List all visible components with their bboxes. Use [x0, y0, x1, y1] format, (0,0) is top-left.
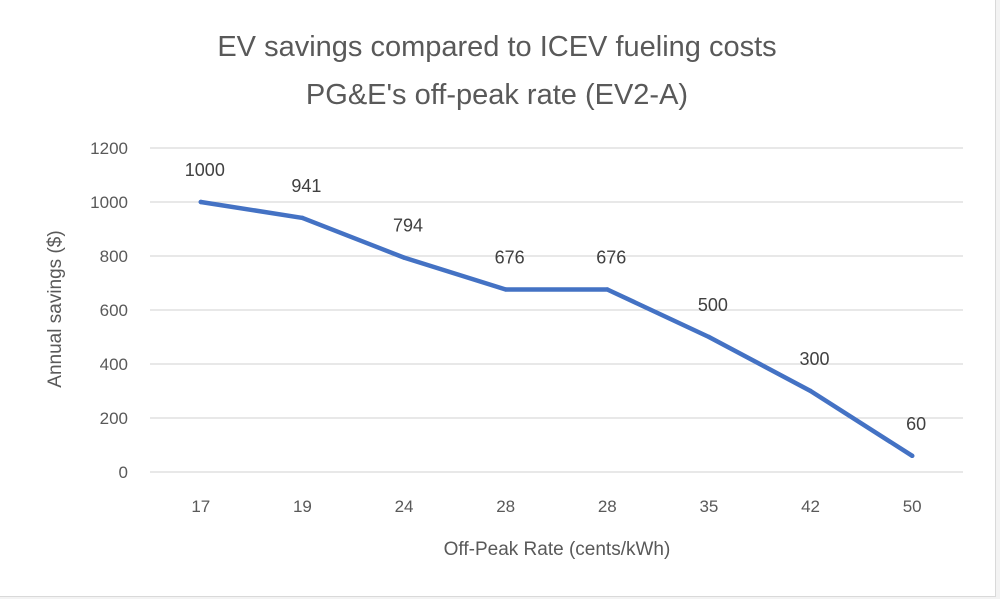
y-tick-label: 800 — [100, 247, 128, 266]
y-axis-ticks: 0 200 400 600 800 1000 1200 — [90, 139, 128, 482]
x-axis-ticks: 17 19 24 28 28 35 42 50 — [191, 497, 921, 516]
data-labels: 1000 941 794 676 676 500 300 60 — [185, 160, 926, 434]
chart-title-line-1: EV savings compared to ICEV fueling cost… — [217, 31, 776, 63]
gridlines — [150, 147, 963, 473]
x-tick-label: 19 — [293, 497, 312, 516]
x-tick-label: 24 — [395, 497, 414, 516]
series — [198, 199, 915, 459]
data-point — [198, 199, 204, 205]
y-tick-label: 600 — [100, 301, 128, 320]
data-label: 60 — [906, 414, 926, 434]
y-tick-label: 1200 — [90, 139, 128, 158]
data-label: 500 — [698, 295, 728, 315]
y-tick-label: 200 — [100, 409, 128, 428]
data-point — [808, 388, 813, 394]
data-point — [605, 287, 610, 292]
x-axis-title: Off-Peak Rate (cents/kWh) — [444, 539, 671, 560]
data-label: 941 — [291, 176, 321, 196]
x-tick-label: 50 — [903, 497, 922, 516]
x-tick-label: 35 — [699, 497, 718, 516]
data-label: 794 — [393, 216, 423, 236]
data-point — [503, 287, 508, 292]
data-point — [401, 255, 407, 260]
chart-title-line-2: PG&E's off-peak rate (EV2-A) — [306, 79, 688, 111]
x-tick-label: 28 — [496, 497, 515, 516]
data-label: 676 — [596, 247, 626, 267]
x-tick-label: 17 — [191, 497, 210, 516]
data-point — [300, 215, 305, 221]
y-tick-label: 400 — [100, 355, 128, 374]
data-point — [909, 453, 915, 458]
y-tick-label: 0 — [119, 463, 128, 482]
data-label: 300 — [800, 349, 830, 369]
x-tick-label: 28 — [598, 497, 617, 516]
data-point — [706, 334, 712, 340]
series-line — [198, 199, 915, 459]
x-tick-label: 42 — [801, 497, 820, 516]
y-tick-label: 1000 — [90, 193, 128, 212]
data-label: 1000 — [185, 160, 225, 180]
data-label: 676 — [495, 247, 525, 267]
y-axis-title: Annual savings ($) — [45, 230, 66, 387]
